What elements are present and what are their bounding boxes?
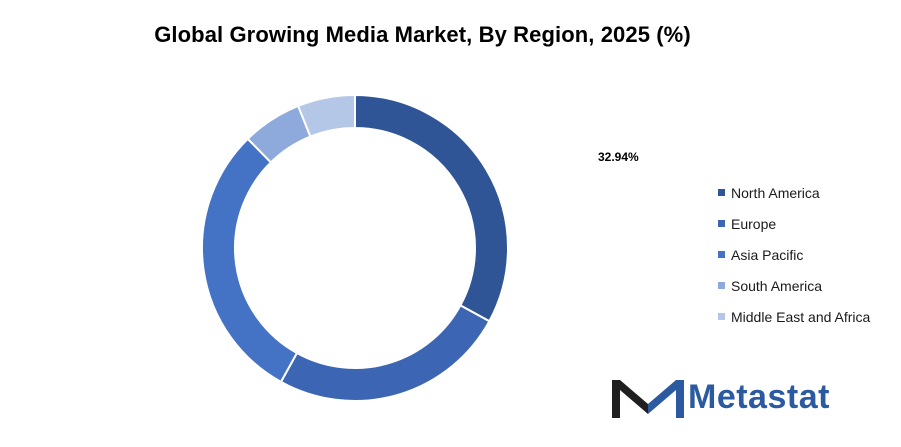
legend-item-north-america: North America	[718, 177, 870, 208]
legend-item-europe: Europe	[718, 208, 870, 239]
donut-slice-asia-pacific	[201, 137, 299, 384]
donut-slice-europe	[279, 304, 491, 402]
metastat-logo: Metastat	[610, 374, 830, 420]
legend: North America Europe Asia Pacific South …	[718, 177, 870, 332]
metastat-m-logo-icon	[612, 380, 684, 418]
legend-label: Middle East and Africa	[731, 308, 871, 325]
donut-slice-middle-east-and-africa	[296, 93, 356, 138]
logo-text: Metastat	[688, 377, 830, 416]
legend-item-middle-east-africa: Middle East and Africa	[718, 301, 870, 332]
data-label-north-america: 32.94%	[598, 150, 639, 164]
legend-label: Europe	[731, 215, 777, 232]
legend-swatch	[718, 189, 725, 196]
legend-item-south-america: South America	[718, 270, 870, 301]
legend-swatch	[718, 282, 725, 289]
legend-swatch	[718, 251, 725, 258]
legend-swatch	[718, 220, 725, 227]
legend-item-asia-pacific: Asia Pacific	[718, 239, 870, 270]
chart-title: Global Growing Media Market, By Region, …	[154, 22, 691, 47]
legend-label: Asia Pacific	[731, 246, 804, 263]
legend-label: South America	[731, 277, 823, 294]
donut-slice-north-america	[354, 93, 509, 323]
legend-swatch	[718, 313, 725, 320]
legend-label: North America	[731, 184, 820, 201]
